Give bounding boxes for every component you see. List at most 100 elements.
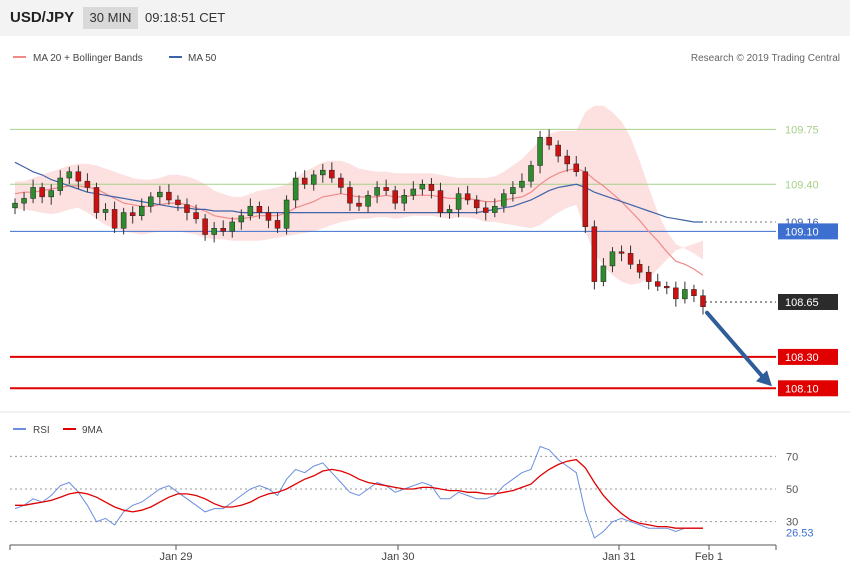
rsi-last-value-tag [778, 526, 836, 540]
candle-70 [645, 271, 652, 282]
candle-26 [247, 206, 254, 216]
candle-66 [609, 251, 616, 267]
candle-28 [265, 212, 272, 221]
candle-21 [202, 218, 208, 235]
candle-8 [84, 180, 91, 188]
candle-45 [419, 184, 426, 190]
timeframe-button[interactable]: 30 MIN [83, 7, 138, 29]
candle-4 [48, 190, 54, 198]
candle-53 [492, 206, 498, 213]
candle-36 [338, 177, 344, 188]
legend-9ma-label: 9MA [82, 425, 103, 436]
candle-56 [519, 180, 525, 188]
level-label-5: 108.30 [785, 352, 819, 364]
candle-2 [30, 187, 36, 199]
candle-32 [301, 177, 308, 185]
candle-51 [473, 199, 480, 209]
candle-64 [591, 226, 598, 282]
candle-19 [184, 204, 190, 213]
candle-44 [410, 188, 417, 196]
candle-1 [21, 198, 27, 204]
level-label-1: 109.40 [785, 179, 819, 191]
candle-13 [129, 212, 136, 216]
level-label-0: 109.75 [785, 124, 819, 136]
candle-35 [329, 169, 335, 179]
candle-60 [555, 144, 561, 157]
candle-65 [600, 265, 607, 282]
x-tick-label-0: Jan 29 [159, 551, 192, 563]
candle-23 [220, 227, 226, 232]
time-label: 09:18:51 CET [145, 10, 226, 25]
chart-header: USD/JPY 30 MIN 09:18:51 CET [0, 0, 850, 36]
level-label-4: 108.65 [785, 297, 819, 309]
candle-49 [455, 193, 462, 210]
candle-69 [636, 264, 643, 273]
candle-34 [320, 169, 326, 176]
candle-41 [383, 187, 389, 191]
legend-rsi-label: RSI [33, 425, 50, 436]
level-label-6: 108.10 [785, 383, 819, 395]
candle-3 [39, 187, 45, 198]
level-tag-3 [778, 223, 838, 240]
candle-52 [482, 207, 489, 213]
candle-75 [691, 289, 697, 296]
rsi-tick-label-2: 30 [786, 517, 798, 529]
legend-ma50-label: MA 50 [188, 53, 217, 64]
candle-61 [564, 155, 570, 165]
candle-24 [229, 221, 236, 232]
candle-58 [537, 136, 543, 166]
forecast-arrow-shaft [705, 310, 766, 381]
main-panel: 109.75109.40109.16109.10108.65108.30108.… [10, 105, 838, 397]
candle-76 [700, 295, 706, 307]
candle-67 [618, 251, 625, 254]
candle-71 [654, 281, 661, 287]
rsi-series-line-1 [15, 458, 703, 529]
candle-17 [166, 191, 172, 201]
x-tick-label-1: Jan 30 [381, 551, 414, 563]
candle-20 [193, 212, 199, 220]
rsi-tick-label-0: 70 [786, 451, 798, 463]
candle-73 [673, 287, 679, 300]
candle-6 [66, 171, 73, 179]
chart-background [0, 36, 850, 576]
candle-15 [148, 196, 154, 207]
candle-48 [446, 209, 453, 213]
candle-39 [365, 195, 371, 207]
x-tick-label-3: Feb 1 [695, 551, 723, 563]
candle-74 [682, 289, 688, 300]
candle-63 [582, 171, 589, 227]
candle-47 [437, 190, 444, 213]
candle-16 [157, 191, 163, 198]
candle-25 [238, 215, 245, 223]
candle-46 [428, 184, 435, 191]
candle-62 [573, 163, 580, 173]
rsi-last-value: 26.53 [786, 527, 814, 539]
level-tag-6 [778, 380, 838, 397]
candle-0 [12, 202, 18, 209]
candle-37 [347, 187, 353, 204]
credit-text: Research © 2019 Trading Central [691, 53, 840, 64]
candle-9 [93, 187, 100, 213]
candle-12 [120, 212, 127, 229]
candle-59 [546, 136, 552, 146]
level-label-3: 109.10 [785, 226, 819, 238]
level-tag-4 [778, 294, 838, 310]
candle-7 [75, 171, 82, 182]
bollinger-band [15, 105, 703, 285]
candle-72 [664, 286, 670, 289]
x-tick-label-2: Jan 31 [602, 551, 635, 563]
candle-30 [283, 199, 290, 229]
level-tag-5 [778, 348, 838, 365]
rsi-series-line-0 [14, 445, 703, 539]
forecast-arrow-head [756, 370, 772, 387]
candle-18 [175, 199, 181, 205]
legend-ma20-label: MA 20 + Bollinger Bands [33, 53, 143, 64]
candle-42 [392, 190, 398, 204]
candle-5 [57, 177, 64, 191]
candle-57 [528, 165, 534, 182]
candle-29 [274, 220, 281, 229]
candle-11 [111, 209, 118, 229]
symbol-label: USD/JPY [10, 9, 75, 26]
